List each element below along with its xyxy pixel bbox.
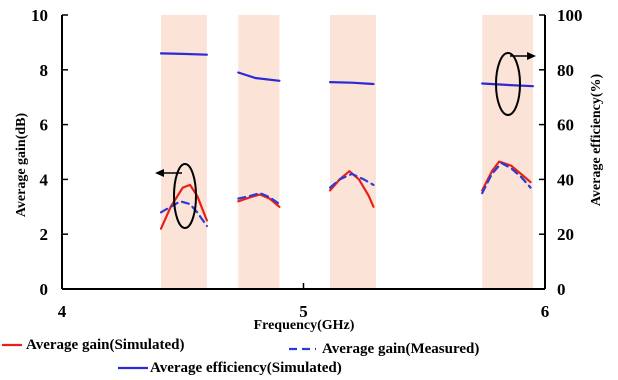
y-tick-label: 0 — [40, 280, 49, 299]
y2-tick-label: 60 — [557, 116, 574, 135]
y2-tick-label: 0 — [557, 280, 566, 299]
y2-tick-label: 80 — [557, 61, 574, 80]
series-average-gain-simulated-segment-4 — [481, 160, 532, 192]
y-tick-label: 2 — [40, 225, 49, 244]
legend-label-efficiency-simulated: Average efficiency(Simulated) — [150, 360, 342, 376]
y-tick-label: 10 — [31, 6, 48, 25]
y-tick-label: 4 — [40, 170, 49, 189]
y2-tick-label: 20 — [557, 225, 574, 244]
shaded-bands — [161, 15, 533, 289]
efficiency-axis-circle-marker — [495, 52, 521, 116]
axes — [61, 15, 546, 290]
gain-axis-circle-marker — [173, 163, 197, 229]
legend: Average gain(Simulated) Average gain(Mea… — [2, 337, 479, 376]
series-average-efficiency-simulated-segment-2 — [237, 71, 281, 82]
shaded-band-2 — [238, 15, 280, 289]
x-tick-label: 5 — [299, 302, 308, 321]
shaded-band-3 — [330, 15, 376, 289]
shaded-band-1 — [161, 15, 207, 289]
series-average-efficiency-simulated-segment-4 — [481, 82, 535, 88]
y2-axis-title: Average efficiency(%) — [589, 74, 604, 207]
series-average-efficiency-simulated-segment-3 — [329, 80, 375, 86]
y-tick-label: 8 — [40, 61, 49, 80]
y-tick-label: 6 — [40, 116, 49, 135]
efficiency-axis-arrow-head-icon — [527, 52, 536, 60]
series-average-gain-measured-segment-1 — [159, 200, 208, 228]
gain-axis-arrow-head-icon — [155, 169, 164, 177]
shaded-band-4 — [482, 15, 533, 289]
legend-label-gain-simulated: Average gain(Simulated) — [26, 337, 184, 353]
series-average-gain-measured-segment-3 — [329, 172, 375, 189]
y2-tick-label: 40 — [557, 170, 574, 189]
series-average-efficiency-simulated-segment-1 — [159, 52, 208, 56]
series-average-gain-measured-segment-2 — [237, 192, 281, 206]
series-lines — [159, 52, 535, 230]
series-average-gain-simulated-segment-1 — [159, 183, 208, 230]
x-tick-label: 6 — [541, 302, 550, 321]
x-tick-label: 4 — [58, 302, 67, 321]
y-axis-title: Average gain(dB) — [14, 112, 29, 217]
axis-annotations — [155, 52, 536, 229]
y2-tick-label: 100 — [557, 6, 583, 25]
x-axis-title: Frequency(GHz) — [254, 318, 355, 333]
series-average-gain-simulated-segment-2 — [237, 193, 281, 208]
series-average-gain-measured-segment-4 — [481, 161, 532, 195]
legend-label-gain-measured: Average gain(Measured) — [322, 341, 479, 357]
